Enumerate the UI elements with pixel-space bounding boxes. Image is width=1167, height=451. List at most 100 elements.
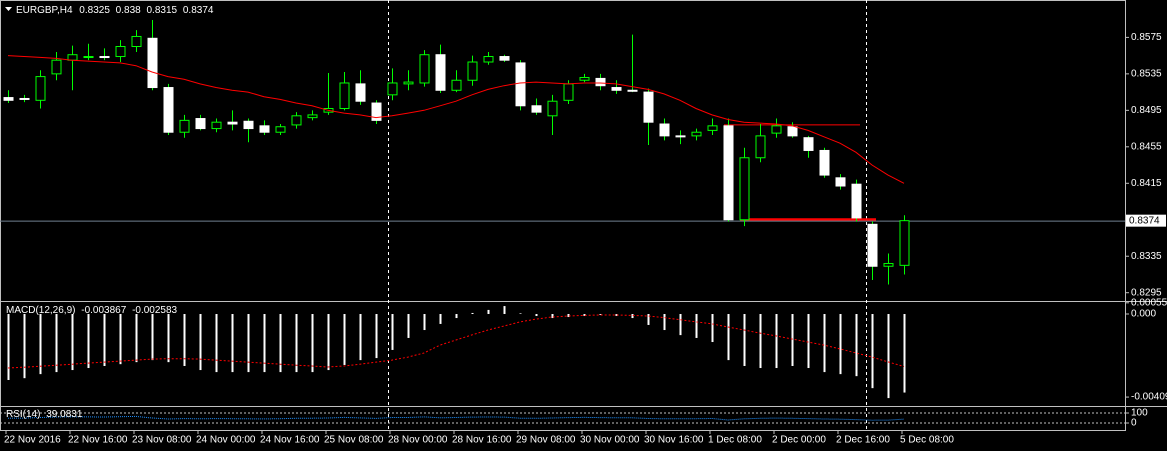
- candle-body: [179, 119, 190, 133]
- candle-body: [115, 46, 126, 58]
- candle-body: [35, 76, 46, 101]
- rsi-title: RSI(14): [6, 409, 40, 420]
- candle-body: [691, 131, 702, 137]
- candle-body: [819, 149, 830, 176]
- candle-body: [51, 59, 62, 75]
- candle-body: [3, 97, 14, 101]
- candle-body: [499, 56, 510, 61]
- candle-body: [131, 35, 142, 48]
- y-tick-label: 0.8495: [1131, 105, 1162, 116]
- macd-header: MACD(12,26,9) -0.003867 -0.002583: [6, 305, 178, 316]
- x-tick-label: 24 Nov 16:00: [260, 435, 320, 446]
- candle-body: [403, 81, 414, 85]
- macd-last: -0.003867: [81, 305, 126, 316]
- y-tick-label: 0.00055: [1131, 297, 1167, 308]
- candle-body: [291, 115, 302, 126]
- x-tick-label: 24 Nov 00:00: [196, 435, 256, 446]
- plot-layer: 0.8575 0.8535 0.8495 0.8455 0.8415 0.8335 0.82…: [0, 20, 1167, 446]
- candle-body: [243, 120, 254, 130]
- x-tick-label: 5 Dec 08:00: [900, 435, 954, 446]
- candle-body: [195, 118, 206, 130]
- y-tick-label: 0.8575: [1131, 32, 1162, 43]
- candle-body: [275, 126, 286, 133]
- candle-body: [883, 263, 894, 267]
- last-close: 0.8374: [183, 5, 214, 16]
- x-tick-label: 30 Nov 00:00: [580, 435, 640, 446]
- x-tick-label: 22 Nov 16:00: [68, 435, 128, 446]
- candle-body: [643, 91, 654, 123]
- candle-body: [211, 121, 222, 130]
- x-tick-label: 29 Nov 08:00: [516, 435, 576, 446]
- candle-body: [307, 114, 318, 119]
- y-tick-label: 0.8535: [1131, 69, 1162, 80]
- candle-body: [531, 105, 542, 113]
- y-tick-label: 0: [1131, 418, 1137, 429]
- candle-body: [371, 102, 382, 121]
- candle-body: [227, 121, 238, 125]
- x-tick-label: 22 Nov 2016: [4, 435, 61, 446]
- candle-body: [451, 79, 462, 91]
- candle-body: [675, 135, 686, 138]
- candle-body: [723, 125, 734, 221]
- candle-body: [355, 83, 366, 102]
- candle-body: [563, 83, 574, 101]
- x-tick-label: 25 Nov 08:00: [324, 435, 384, 446]
- candle-body: [579, 77, 590, 81]
- y-tick-label: 0.8415: [1131, 178, 1162, 189]
- candle-body: [67, 54, 78, 61]
- candle-body: [387, 82, 398, 96]
- macd-signal: [7, 314, 905, 369]
- y-tick-label: 0.8295: [1131, 287, 1162, 298]
- candle-body: [755, 135, 766, 159]
- chart-header: EURGBP,H4 0.8325 0.838 0.8315 0.8374: [16, 5, 214, 16]
- candle-body: [787, 126, 798, 137]
- x-tick-label: 28 Nov 00:00: [388, 435, 448, 446]
- candle-body: [435, 54, 446, 91]
- candle-body: [867, 223, 878, 267]
- x-tick-label: 2 Dec 00:00: [772, 435, 826, 446]
- last-open: 0.8325: [79, 5, 110, 16]
- x-tick-label: 30 Nov 16:00: [644, 435, 704, 446]
- candle-body: [851, 183, 862, 219]
- y-tick-label: 0.8455: [1131, 141, 1162, 152]
- candle-body: [259, 125, 270, 133]
- x-tick-label: 2 Dec 16:00: [836, 435, 890, 446]
- x-tick-label: 23 Nov 08:00: [132, 435, 192, 446]
- y-tick-label: 100: [1131, 408, 1148, 419]
- candle-body: [835, 177, 846, 187]
- x-tick-label: 1 Dec 08:00: [708, 435, 762, 446]
- candle-body: [547, 100, 558, 117]
- rsi-header: RSI(14) 39.0831: [6, 409, 83, 420]
- symbol-menu-arrow[interactable]: [5, 7, 12, 11]
- macd-signal-last: -0.002583: [132, 305, 177, 316]
- candle-body: [739, 157, 750, 221]
- candle-body: [163, 87, 174, 133]
- candle-body: [147, 37, 158, 89]
- candle-body: [515, 62, 526, 107]
- candle-body: [83, 56, 94, 59]
- macd-title: MACD(12,26,9): [6, 305, 75, 316]
- moving-average: [7, 55, 905, 184]
- x-tick-label: 28 Nov 16:00: [452, 435, 512, 446]
- candle-body: [419, 54, 430, 84]
- rsi-last: 39.0831: [46, 409, 83, 420]
- candle-body: [99, 56, 110, 59]
- candle-body: [339, 82, 350, 110]
- candle-body: [483, 56, 494, 63]
- chart-frame: [0, 0, 1126, 431]
- candle-body: [707, 125, 718, 131]
- candle-body: [611, 87, 622, 91]
- candle-body: [899, 220, 910, 266]
- y-tick-label: -0.00409: [1131, 392, 1167, 403]
- rsi-line: [7, 415, 905, 421]
- last-high: 0.838: [116, 5, 141, 16]
- candle-body: [595, 77, 606, 87]
- candle-body: [771, 125, 782, 134]
- last-low: 0.8315: [146, 5, 177, 16]
- candle-body: [19, 97, 30, 100]
- symbol-title: EURGBP,H4: [16, 5, 73, 16]
- price-label-box: [1126, 214, 1166, 227]
